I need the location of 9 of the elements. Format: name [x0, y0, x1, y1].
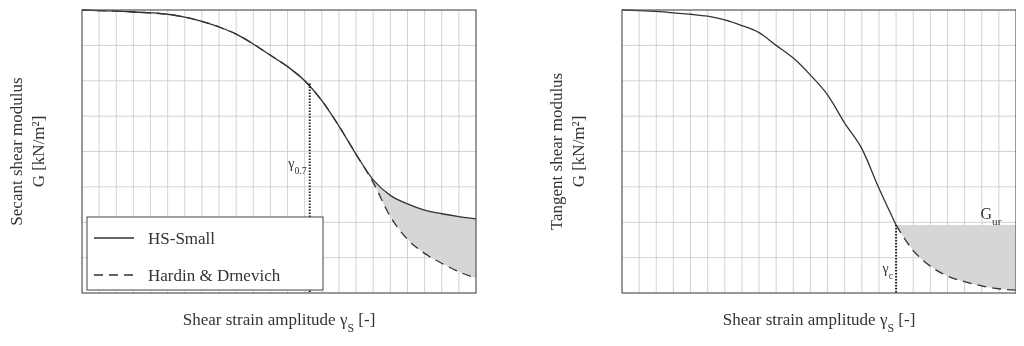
- x-axis-title: Shear strain amplitude γ$_{S}$ [-]: [182, 310, 376, 335]
- y-axis-title: Secant shear modulus G [kN/m²]: [7, 77, 48, 226]
- x-axis-title: Shear strain amplitude γ$_{S}$ [-]: [722, 310, 916, 335]
- annotation: γ$_{c}$: [881, 261, 894, 281]
- legend-label: HS-Small: [148, 229, 216, 248]
- annotation: G$_{ur}$: [980, 205, 1002, 228]
- y-axis-title: Tangent shear modulus G [kN/m²]: [547, 72, 588, 231]
- annotation: γ$_{0.7}$: [287, 156, 307, 176]
- legend-label: Hardin & Drnevich: [148, 266, 281, 285]
